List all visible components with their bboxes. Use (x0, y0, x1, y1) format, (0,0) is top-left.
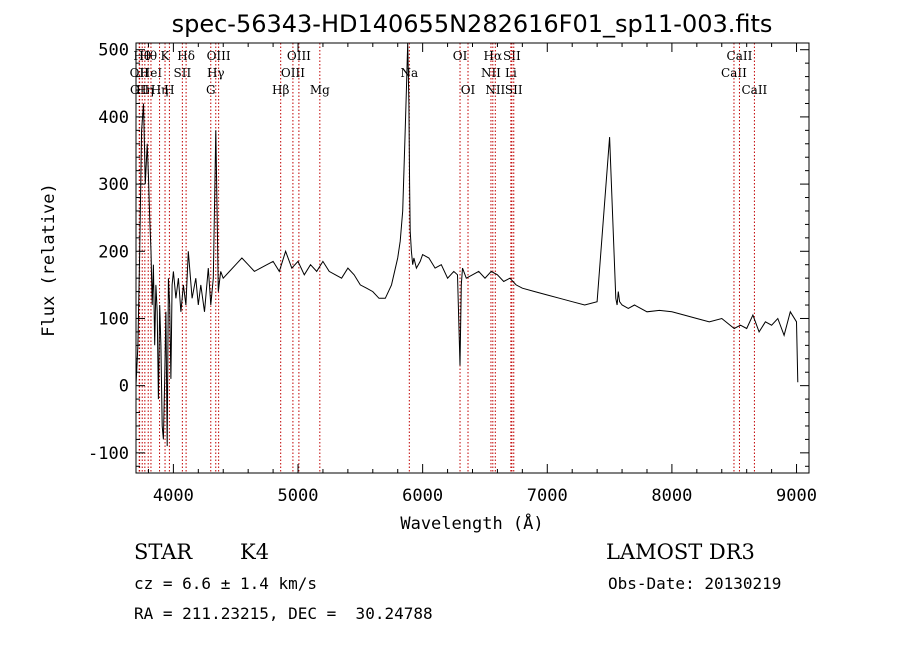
line-id-label-28: CaII (727, 49, 753, 63)
line-id-label-18: Na (400, 66, 418, 80)
object-class: STAR (134, 540, 193, 564)
line-id-label-2: Hθ (133, 49, 151, 63)
line-id-label-12: Hγ (207, 66, 225, 80)
line-id-label-15: OIII (281, 66, 305, 80)
x-tick-label-0: 4000 (153, 486, 194, 506)
line-id-label-5: HeI (140, 66, 163, 80)
line-id-label-13: OIII (207, 49, 231, 63)
line-id-label-7: K (161, 49, 171, 63)
line-id-label-16: OIII (287, 49, 311, 63)
x-tick-label-5: 9000 (776, 486, 817, 506)
x-tick-label-1: 5000 (278, 486, 319, 506)
line-id-label-0: OII (130, 66, 150, 80)
line-id-label-22: Hα (484, 49, 503, 63)
line-id-label-26: SII (505, 83, 523, 97)
line-id-label-27: CaII (721, 66, 747, 80)
line-id-label-20: OI (461, 83, 476, 97)
line-id-label-24: Li (505, 66, 517, 80)
line-id-label-11: G (206, 83, 216, 97)
y-tick-label-1: 0 (119, 377, 129, 397)
line-id-label-23: NII (485, 83, 505, 97)
y-axis-label: Flux (relative) (39, 183, 59, 337)
line-id-label-21: NII (481, 66, 501, 80)
line-id-label-3: Hη (136, 83, 154, 97)
plot-frame (135, 42, 810, 474)
redshift-cz: cz = 6.6 ± 1.4 km/s (134, 574, 318, 593)
x-tick-label-4: 8000 (651, 486, 692, 506)
line-id-label-29: CaII (741, 83, 767, 97)
observation-date: Obs-Date: 20130219 (608, 574, 782, 593)
chart-title: spec-56343-HD140655N282616F01_sp11-003.f… (172, 10, 773, 38)
line-id-label-19: OI (453, 49, 468, 63)
x-axis-label: Wavelength (Å) (400, 512, 543, 534)
survey-name: LAMOST DR3 (606, 540, 755, 564)
line-id-label-25: SII (503, 49, 521, 63)
y-tick-label-2: 100 (98, 309, 129, 329)
line-id-label-10: Hδ (177, 49, 195, 63)
x-tick-label-3: 7000 (527, 486, 568, 506)
y-tick-label-4: 300 (98, 175, 129, 195)
series-flux-line (135, 42, 799, 447)
line-id-label-8: H (164, 83, 174, 97)
y-tick-label-0: -100 (88, 444, 129, 464)
line-id-label-6: Hη (151, 83, 169, 97)
line-id-label-17: Mg (310, 83, 330, 97)
x-tick-label-2: 6000 (402, 486, 443, 506)
y-tick-label-3: 200 (98, 242, 129, 262)
coordinates: RA = 211.23215, DEC = 30.24788 (134, 604, 433, 623)
object-subclass: K4 (240, 540, 270, 564)
y-tick-label-5: 400 (98, 108, 129, 128)
y-tick-label-6: 500 (98, 41, 129, 61)
line-id-label-14: Hβ (272, 83, 289, 97)
line-id-label-9: SII (174, 66, 192, 80)
line-id-label-4: Hθ (139, 49, 157, 63)
